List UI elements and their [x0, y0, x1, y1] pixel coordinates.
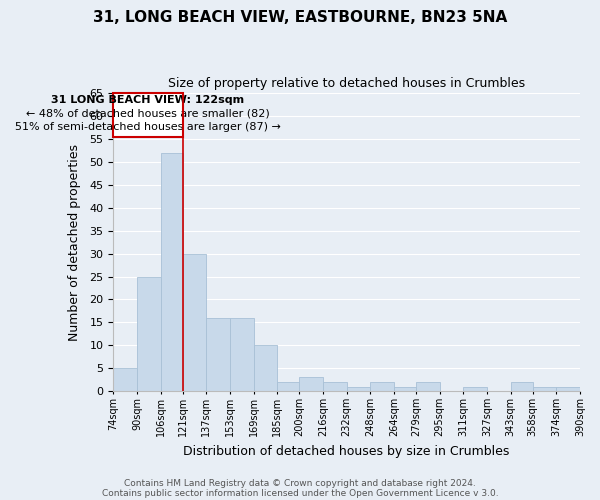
- Bar: [277, 382, 299, 391]
- Bar: [161, 152, 183, 391]
- Bar: [183, 254, 206, 391]
- Bar: [113, 368, 137, 391]
- Bar: [206, 318, 230, 391]
- Bar: [230, 318, 254, 391]
- Bar: [463, 386, 487, 391]
- Bar: [416, 382, 440, 391]
- Bar: [347, 386, 370, 391]
- Bar: [556, 386, 580, 391]
- Bar: [113, 93, 183, 136]
- Text: Contains HM Land Registry data © Crown copyright and database right 2024.: Contains HM Land Registry data © Crown c…: [124, 478, 476, 488]
- Y-axis label: Number of detached properties: Number of detached properties: [68, 144, 81, 340]
- Text: 51% of semi-detached houses are larger (87) →: 51% of semi-detached houses are larger (…: [15, 122, 281, 132]
- Bar: [370, 382, 394, 391]
- Bar: [137, 276, 161, 391]
- Bar: [299, 378, 323, 391]
- Text: Contains public sector information licensed under the Open Government Licence v : Contains public sector information licen…: [101, 488, 499, 498]
- Bar: [533, 386, 556, 391]
- Bar: [394, 386, 416, 391]
- Text: 31 LONG BEACH VIEW: 122sqm: 31 LONG BEACH VIEW: 122sqm: [52, 95, 245, 105]
- X-axis label: Distribution of detached houses by size in Crumbles: Distribution of detached houses by size …: [184, 444, 510, 458]
- Bar: [254, 346, 277, 391]
- Bar: [323, 382, 347, 391]
- Text: ← 48% of detached houses are smaller (82): ← 48% of detached houses are smaller (82…: [26, 108, 270, 118]
- Bar: [511, 382, 533, 391]
- Title: Size of property relative to detached houses in Crumbles: Size of property relative to detached ho…: [168, 78, 525, 90]
- Text: 31, LONG BEACH VIEW, EASTBOURNE, BN23 5NA: 31, LONG BEACH VIEW, EASTBOURNE, BN23 5N…: [93, 10, 507, 25]
